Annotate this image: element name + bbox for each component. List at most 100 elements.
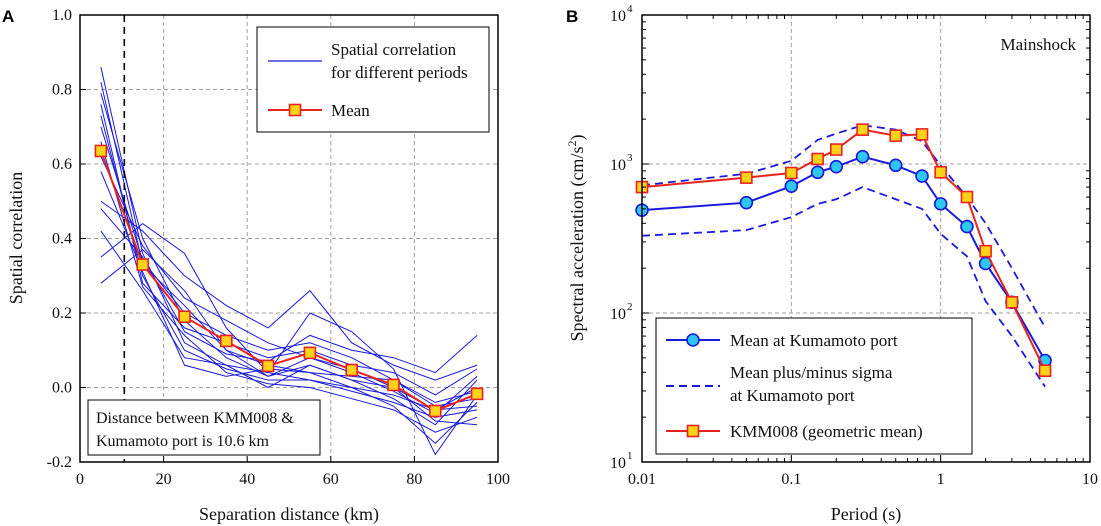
- correlation-curve: [100, 200, 478, 381]
- legend-marker-kumamoto-mean: [686, 333, 700, 347]
- y-tick-label: 0.2: [52, 305, 72, 322]
- mean-marker: [303, 346, 317, 360]
- legend-label-sigma-line2: at Kumamoto port: [730, 386, 855, 405]
- y-tick-label: 0.4: [52, 231, 72, 248]
- panel-b-ylabel-end: ): [567, 135, 588, 141]
- kmm008-marker: [829, 143, 843, 156]
- correlation-curve: [100, 104, 478, 396]
- kumamoto-mean-marker: [810, 165, 825, 180]
- mean-marker: [136, 258, 149, 271]
- y-tick-exponent: 1: [627, 450, 633, 462]
- panel-b-ylabel-main: Spectral acceleration (cm/s: [567, 147, 588, 342]
- legend-label-spatial-correlation-line2: for different periods: [331, 63, 468, 82]
- panel-b-xlabel: Period (s): [831, 504, 902, 525]
- panel-a-grid: [80, 15, 498, 462]
- mean-marker: [428, 404, 442, 418]
- legend-label-mean: Mean: [331, 101, 370, 120]
- x-tick-label: 0.01: [628, 471, 656, 488]
- kmm008-marker: [934, 165, 947, 179]
- kumamoto-mean-marker: [829, 159, 844, 174]
- kumamoto-mean-marker: [784, 179, 799, 193]
- annotation-line2: Kumamoto port is 10.6 km: [96, 433, 269, 450]
- correlation-curve: [100, 115, 478, 418]
- kmm008-marker: [915, 128, 929, 141]
- panel-b-legend: Mean at Kumamoto port Mean plus/minus si…: [655, 317, 973, 455]
- mainshock-label: Mainshock: [1000, 35, 1076, 54]
- panel-a-data: [94, 15, 484, 462]
- x-tick-label: 20: [156, 471, 172, 488]
- legend-label-kmm008: KMM008 (geometric mean): [730, 422, 923, 441]
- y-tick-label: 0.8: [52, 82, 72, 99]
- correlation-curve: [100, 126, 478, 407]
- y-tick-label: 1.0: [52, 7, 72, 24]
- panel-a-ticks: 0 20 40 60 80 100 -0.2 0.0 0.2 0.4 0.6 0.8 1.0: [47, 7, 510, 488]
- panel-a-annotation-box: [87, 399, 321, 456]
- correlation-curve: [100, 222, 478, 456]
- y-tick-label: 0.6: [52, 156, 72, 173]
- correlation-curve: [100, 208, 478, 374]
- y-tick-exponent: 3: [627, 152, 633, 164]
- correlation-curve: [100, 81, 478, 403]
- kmm008-marker: [856, 123, 869, 136]
- panel-b-frame: [641, 14, 1091, 463]
- mean-marker: [94, 144, 108, 158]
- x-tick-label: 0.1: [781, 471, 801, 488]
- panel-a-legend: Spatial correlation for different period…: [256, 26, 490, 133]
- panel-b-ylabel-sup: 2: [565, 141, 579, 147]
- panel-a-xlabel: Separation distance (km): [199, 504, 379, 525]
- x-tick-label: 1: [937, 471, 945, 488]
- mean-marker: [387, 378, 400, 392]
- kmm008-marker: [1005, 295, 1019, 309]
- x-tick-label: 40: [239, 471, 255, 488]
- kmm008-marker: [979, 244, 992, 258]
- kmm008-marker: [811, 152, 824, 166]
- kumamoto-mean-marker: [888, 158, 903, 173]
- y-tick-label: 0.0: [52, 380, 72, 397]
- legend-label-sigma: Mean plus/minus sigma: [730, 363, 893, 382]
- correlation-curve: [100, 249, 478, 415]
- sigma-line: [641, 186, 1046, 388]
- legend-label-spatial-correlation: Spatial correlation: [331, 40, 457, 59]
- panel-b-ylabel: Spectral acceleration (cm/s2): [565, 135, 588, 342]
- mean-marker: [470, 387, 484, 401]
- legend-marker-mean: [288, 103, 302, 117]
- mean-marker: [220, 334, 233, 348]
- kumamoto-mean-marker: [739, 195, 754, 210]
- y-tick-label: 10: [610, 455, 626, 472]
- y-tick-exponent: 4: [627, 3, 633, 15]
- panel-b-letter: B: [566, 7, 578, 26]
- y-tick-exponent: 2: [627, 301, 633, 313]
- correlation-curve: [100, 171, 478, 445]
- kumamoto-mean-marker: [915, 169, 929, 183]
- correlation-curve: [100, 141, 478, 433]
- legend-label-kumamoto-mean: Mean at Kumamoto port: [730, 331, 898, 350]
- y-tick-label: 10: [610, 306, 626, 323]
- x-tick-label: 80: [406, 471, 422, 488]
- kmm008-marker: [785, 166, 798, 180]
- legend-marker-kmm008: [686, 424, 700, 438]
- mean-line: [99, 150, 478, 413]
- annotation-line1: Distance between KMM008 &: [96, 410, 294, 427]
- kumamoto-mean-marker: [960, 219, 974, 234]
- kumamoto-mean-marker: [933, 197, 948, 211]
- correlation-curve: [100, 230, 478, 426]
- kmm008-marker: [889, 129, 903, 142]
- y-tick-label: 10: [610, 8, 626, 25]
- panel-a-ylabel: Spatial correlation: [6, 172, 26, 304]
- panel-a-letter: A: [2, 7, 14, 26]
- panel-a: A 0 20 40 60 80 100 -0.2 0.0 0.2 0.4 0.6 0.8 1.0 Sep…: [2, 7, 510, 525]
- kmm008-marker: [740, 171, 753, 184]
- mean-marker: [345, 363, 359, 377]
- panel-a-annotation: Distance between KMM008 & Kumamoto port …: [87, 399, 321, 456]
- kmm008-marker: [1038, 364, 1052, 377]
- mean-marker: [178, 310, 191, 324]
- x-tick-label: 10: [1082, 471, 1098, 488]
- y-tick-label: 10: [610, 157, 626, 174]
- mean-marker: [261, 359, 275, 373]
- kmm008-marker: [960, 190, 974, 204]
- kumamoto-mean-marker: [855, 149, 870, 164]
- x-tick-label: 0: [76, 471, 84, 488]
